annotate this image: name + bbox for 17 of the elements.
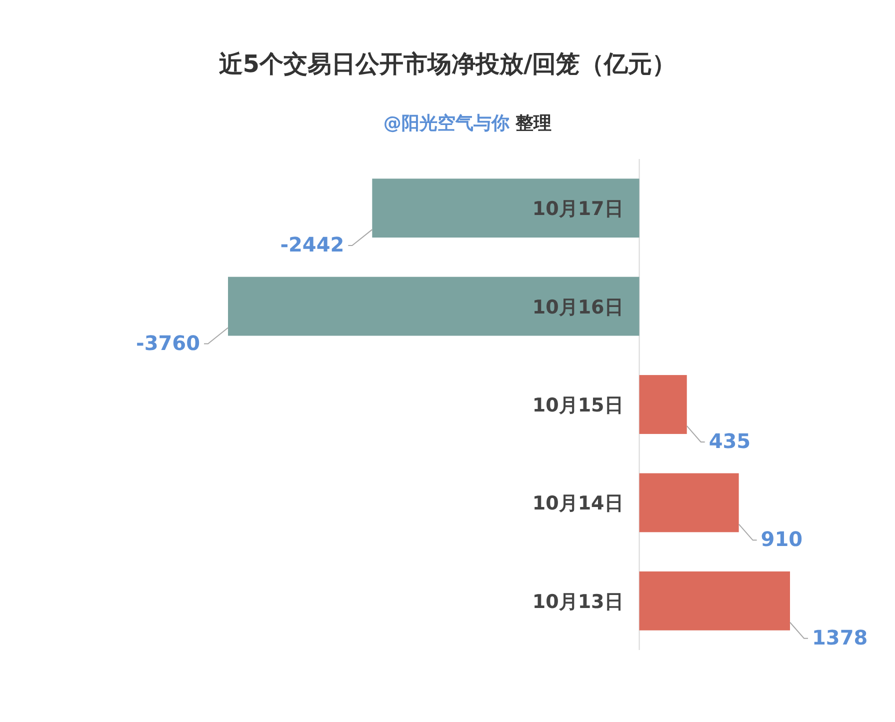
bar: [639, 375, 687, 434]
bar: [639, 571, 790, 630]
data-label: -2442: [280, 232, 344, 257]
y-tick-label: 10月17日: [532, 198, 624, 220]
data-label: 910: [760, 527, 803, 552]
bar: [372, 178, 640, 238]
y-tick-label: 10月16日: [532, 296, 624, 318]
y-tick-label: 10月13日: [532, 590, 624, 613]
data-label: 435: [708, 428, 751, 453]
y-tick-label: 10月15日: [532, 394, 624, 416]
chart-title: 近5个交易日公开市场净投放/回笼（亿元）: [218, 50, 676, 78]
data-label: 1378: [812, 625, 868, 650]
data-label: -3760: [136, 330, 200, 355]
y-tick-label: 10月14日: [532, 492, 624, 515]
bar: [228, 276, 640, 336]
chart-subtitle: @阳光空气与你 整理: [383, 113, 552, 134]
bar: [639, 473, 739, 532]
